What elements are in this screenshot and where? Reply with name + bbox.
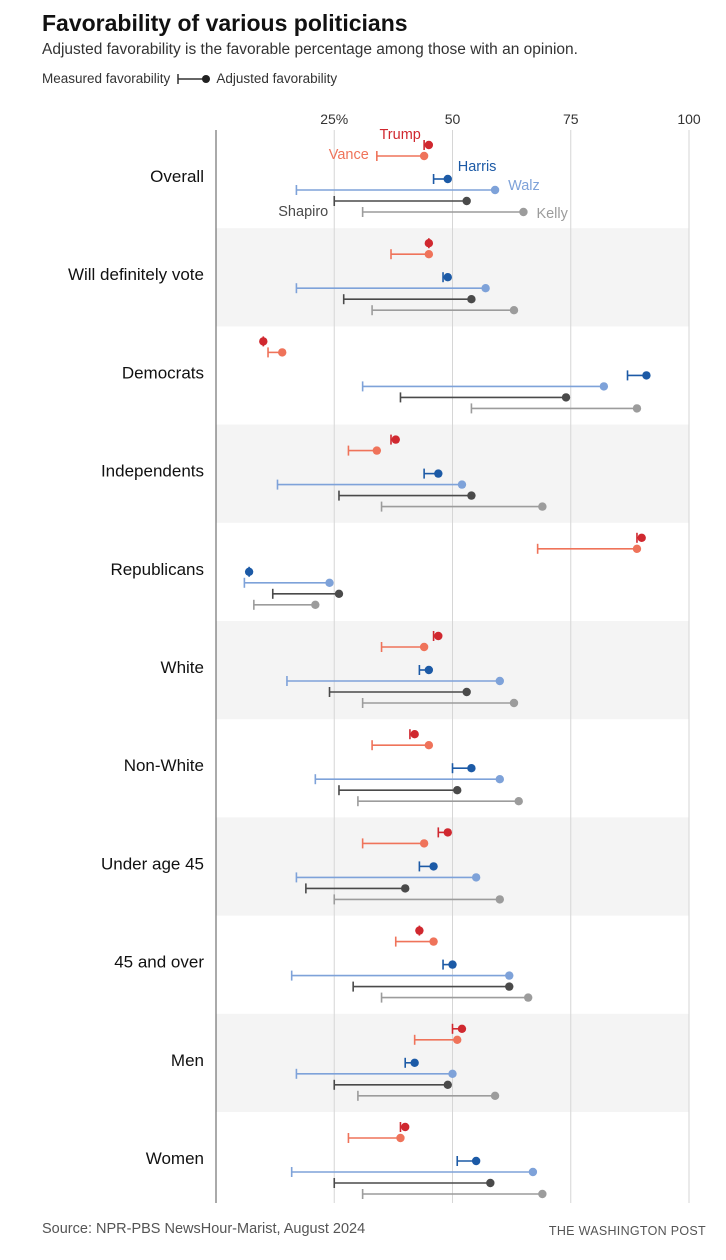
- adjusted-point: [486, 1178, 495, 1188]
- series-label: Shapiro: [278, 204, 328, 220]
- adjusted-point: [495, 676, 504, 686]
- series-label: Trump: [379, 127, 420, 143]
- publisher-credit: THE WASHINGTON POST: [548, 1224, 706, 1238]
- adjusted-point: [424, 239, 434, 248]
- adjusted-point: [419, 839, 429, 848]
- adjusted-point: [396, 1133, 405, 1143]
- chart-subtitle: Adjusted favorability is the favorable p…: [42, 41, 578, 58]
- adjusted-point: [642, 371, 651, 380]
- x-tick-label: 100: [677, 111, 701, 127]
- adjusted-point: [443, 828, 452, 837]
- dumbbell-chart: 25% 50 75 100 Overall Will definitely vote Dem…: [68, 111, 701, 1203]
- adjusted-point: [495, 895, 504, 904]
- adjusted-point: [632, 544, 642, 553]
- group-label: Women: [146, 1149, 204, 1168]
- group-label: Democrats: [122, 363, 204, 382]
- adjusted-point: [419, 642, 429, 652]
- adjusted-point: [424, 140, 434, 150]
- legend-measured-label: Measured favorability: [42, 71, 171, 86]
- adjusted-point: [538, 502, 547, 511]
- adjusted-point: [311, 600, 320, 609]
- adjusted-point: [448, 1069, 457, 1079]
- adjusted-point: [415, 926, 424, 935]
- adjusted-point: [490, 1091, 500, 1101]
- adjusted-point: [434, 631, 443, 641]
- adjusted-point: [419, 151, 429, 161]
- x-tick-label: 50: [445, 111, 461, 127]
- source-note: Source: NPR-PBS NewsHour-Marist, August …: [42, 1221, 366, 1237]
- adjusted-point: [637, 533, 646, 542]
- group-label: Independents: [101, 462, 204, 481]
- adjusted-point: [429, 937, 438, 946]
- group-label: White: [161, 658, 204, 677]
- adjusted-point: [467, 764, 476, 773]
- adjusted-point: [457, 1024, 467, 1034]
- series-label: Kelly: [536, 206, 568, 222]
- adjusted-point: [448, 960, 457, 969]
- adjusted-point: [481, 284, 490, 293]
- adjusted-point: [278, 348, 287, 357]
- adjusted-point: [495, 775, 504, 784]
- group-label: Under age 45: [101, 854, 204, 873]
- adjusted-point: [434, 469, 443, 478]
- adjusted-point: [523, 993, 533, 1002]
- adjusted-point: [424, 741, 434, 750]
- x-tick-label: 25%: [320, 111, 348, 127]
- adjusted-point: [505, 982, 514, 991]
- adjusted-point: [443, 1080, 452, 1090]
- adjusted-point: [509, 698, 519, 708]
- adjusted-point: [372, 446, 382, 455]
- chart-title: Favorability of various politicians: [42, 10, 408, 36]
- adjusted-point: [462, 196, 471, 206]
- adjusted-point: [519, 207, 528, 217]
- adjusted-point: [514, 797, 523, 806]
- legend: Measured favorability Adjusted favorabil…: [42, 71, 337, 86]
- adjusted-point: [490, 185, 500, 195]
- adjusted-point: [244, 567, 254, 576]
- adjusted-point: [391, 435, 400, 444]
- series-label: Walz: [508, 178, 540, 194]
- group-label: Will definitely vote: [68, 265, 204, 284]
- adjusted-point: [457, 480, 467, 489]
- x-tick-label: 75: [563, 111, 579, 127]
- adjusted-point: [509, 306, 519, 315]
- adjusted-point: [471, 873, 481, 882]
- adjusted-point: [443, 273, 452, 282]
- adjusted-point: [467, 295, 476, 304]
- adjusted-point: [410, 730, 419, 739]
- adjusted-point: [462, 687, 471, 697]
- group-label: Overall: [150, 167, 204, 186]
- adjusted-point: [632, 404, 642, 413]
- adjusted-point: [453, 786, 462, 795]
- adjusted-point: [528, 1167, 538, 1177]
- adjusted-point: [401, 1122, 410, 1132]
- adjusted-point: [538, 1189, 547, 1199]
- group-label: 45 and over: [114, 953, 204, 972]
- adjusted-point: [505, 971, 514, 980]
- adjusted-point: [467, 491, 476, 500]
- adjusted-point: [334, 589, 344, 598]
- series-label: Vance: [329, 147, 369, 163]
- adjusted-point: [471, 1156, 481, 1166]
- adjusted-point: [401, 884, 410, 893]
- adjusted-point: [599, 382, 609, 391]
- legend-adjusted-label: Adjusted favorability: [216, 71, 338, 86]
- adjusted-point: [410, 1058, 419, 1068]
- adjusted-point: [325, 578, 334, 587]
- adjusted-point: [429, 862, 438, 871]
- adjusted-point: [424, 665, 434, 675]
- adjusted-point: [259, 337, 268, 346]
- adjusted-point: [453, 1035, 462, 1045]
- group-label: Non-White: [124, 756, 204, 775]
- adjusted-point: [443, 174, 452, 184]
- series-label: Harris: [458, 159, 497, 175]
- adjusted-point: [561, 393, 571, 402]
- adjusted-point: [424, 250, 434, 259]
- group-label: Men: [171, 1051, 204, 1070]
- legend-dumbbell-icon: [177, 73, 211, 84]
- group-label: Republicans: [110, 560, 204, 579]
